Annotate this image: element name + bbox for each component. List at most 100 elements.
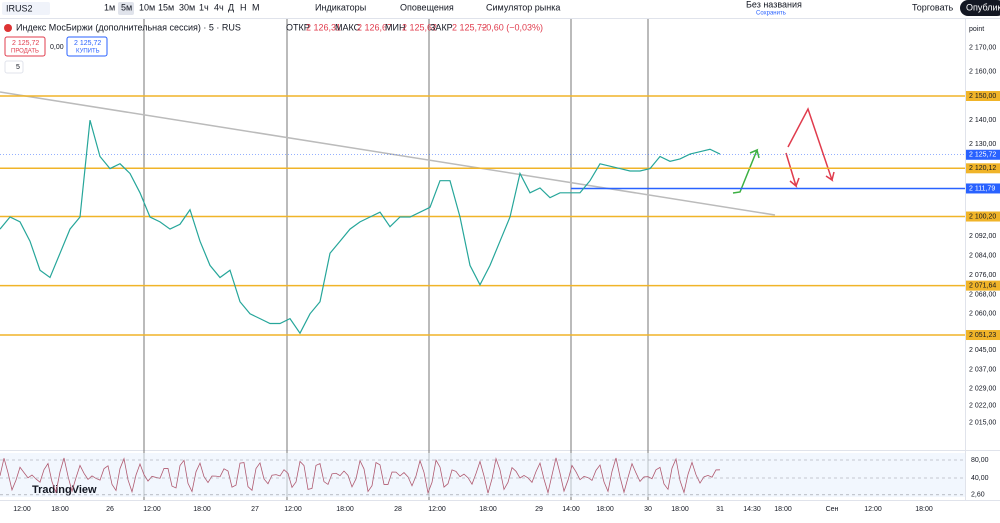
sell[interactable]: ПРОДАТЬ bbox=[11, 49, 39, 55]
time-tick-label: 27 bbox=[251, 506, 259, 513]
price-tick-label: 2 037,00 bbox=[969, 366, 996, 373]
green-arrow[interactable] bbox=[732, 148, 760, 194]
low: 2 125,62 bbox=[402, 22, 437, 32]
level-tag bbox=[966, 163, 1000, 174]
low-label: МИН bbox=[385, 22, 405, 32]
interval[interactable]: 4ч bbox=[214, 2, 224, 12]
time-tick-label: 18:00 bbox=[915, 506, 933, 513]
time-tick-label: 18:00 bbox=[479, 506, 497, 513]
level-tag bbox=[966, 280, 1000, 291]
spread: 0,00 bbox=[50, 44, 64, 51]
current-price-label: 2 125,72 bbox=[969, 152, 996, 159]
symbol-box[interactable] bbox=[2, 2, 50, 15]
flag bbox=[4, 24, 12, 32]
blue-tag bbox=[966, 183, 1000, 194]
price-tick-label: 2 084,00 bbox=[969, 253, 996, 260]
high: 2 126,67 bbox=[357, 22, 392, 32]
alerts[interactable]: Оповещения bbox=[400, 2, 454, 12]
interval-active bbox=[118, 2, 134, 15]
price-tick-label: 2 076,00 bbox=[969, 272, 996, 279]
buy-price[interactable]: 2 125,72 bbox=[74, 40, 101, 47]
time-tick-label: 31 bbox=[716, 506, 724, 513]
layout-name[interactable]: Без названия bbox=[746, 0, 802, 9]
interval[interactable]: Н bbox=[240, 2, 247, 12]
price-tick-label: 2 022,00 bbox=[969, 403, 996, 410]
indicators-toggle[interactable] bbox=[4, 60, 24, 74]
time-tick-label: Сен bbox=[826, 506, 839, 513]
time-tick-label: 18:00 bbox=[51, 506, 69, 513]
price-tick-label: 2 045,00 bbox=[969, 347, 996, 354]
buy-btn[interactable] bbox=[66, 36, 108, 57]
red-arrow-a[interactable] bbox=[787, 107, 835, 182]
interval[interactable]: 10м bbox=[139, 2, 155, 12]
trend-line[interactable] bbox=[0, 91, 776, 216]
interval[interactable]: М bbox=[252, 2, 260, 12]
symbol[interactable]: IRUS2 bbox=[6, 3, 33, 13]
trade[interactable]: Торговать bbox=[912, 2, 954, 12]
osc-tick-label: 40,00 bbox=[971, 475, 989, 482]
time-tick-label: 12:00 bbox=[143, 506, 161, 513]
price-tick-label: 2 140,00 bbox=[969, 117, 996, 124]
sell-price[interactable]: 2 125,72 bbox=[12, 40, 39, 47]
interval[interactable]: 15м bbox=[158, 2, 174, 12]
toolbar-bg bbox=[0, 0, 1000, 18]
publish-btn[interactable] bbox=[960, 0, 1000, 16]
time-tick-label: 12:00 bbox=[284, 506, 302, 513]
interval[interactable]: 1ч bbox=[199, 2, 209, 12]
time-tick-label: 14:00 bbox=[562, 506, 580, 513]
interval[interactable]: 30м bbox=[179, 2, 195, 12]
time-tick-label: 18:00 bbox=[671, 506, 689, 513]
price-tick-label: 2 160,00 bbox=[969, 69, 996, 76]
osc-tick-label: 2,60 bbox=[971, 492, 985, 499]
osc-tick-label: 80,00 bbox=[971, 457, 989, 464]
indicator-count[interactable]: 5 bbox=[16, 64, 20, 71]
buy[interactable]: КУПИТЬ bbox=[76, 49, 100, 55]
time-tick-label: 18:00 bbox=[336, 506, 354, 513]
level-tag bbox=[966, 330, 1000, 341]
oscillator bbox=[0, 457, 721, 495]
time-tick-label: 30 bbox=[644, 506, 652, 513]
current-price-tag bbox=[966, 149, 1000, 160]
interval[interactable]: 1м bbox=[104, 2, 115, 12]
price-tick-label: 2 170,00 bbox=[969, 44, 996, 51]
time-tick-label: 12:00 bbox=[13, 506, 31, 513]
layout-status: Сохранить bbox=[756, 11, 786, 17]
level-label: 2 120,12 bbox=[969, 165, 996, 172]
level-label: 2 071,64 bbox=[969, 282, 996, 289]
open: 2 126,31 bbox=[306, 22, 341, 32]
time-tick-label: 28 bbox=[394, 506, 402, 513]
red-arrow-b[interactable] bbox=[785, 152, 800, 189]
simulator[interactable]: Симулятор рынка bbox=[486, 2, 560, 12]
time-tick-label: 12:00 bbox=[864, 506, 882, 513]
high-label: МАКС bbox=[335, 22, 361, 32]
open-label: ОТКР bbox=[286, 22, 310, 32]
sell-btn[interactable] bbox=[4, 36, 46, 57]
price-line bbox=[0, 120, 721, 335]
interval[interactable]: Д bbox=[228, 2, 234, 12]
time-tick-label: 14:30 bbox=[743, 506, 761, 513]
osc-band bbox=[0, 453, 965, 497]
time-tick-label: 26 bbox=[106, 506, 114, 513]
level-label: 2 150,00 bbox=[969, 93, 996, 100]
level-tag bbox=[966, 91, 1000, 101]
indicators[interactable]: Индикаторы bbox=[315, 2, 366, 12]
time-tick-label: 18:00 bbox=[596, 506, 614, 513]
price-tick-label: 2 092,00 bbox=[969, 233, 996, 240]
interval[interactable]: 5м bbox=[121, 2, 132, 12]
time-tick-label: 12:00 bbox=[428, 506, 446, 513]
publish[interactable]: Опубликовать bbox=[966, 2, 1000, 12]
price-unit: point bbox=[969, 26, 984, 33]
blue-label: 2 111,79 bbox=[969, 185, 995, 192]
legend-title: Индекс МосБиржи (дополнительная сессия) … bbox=[16, 22, 241, 32]
level-tag bbox=[966, 211, 1000, 222]
time-tick-label: 29 bbox=[535, 506, 543, 513]
session-lines bbox=[143, 19, 649, 500]
logo: TradingView bbox=[32, 484, 97, 496]
time-tick-label: 18:00 bbox=[193, 506, 211, 513]
close-label: ЗАКР bbox=[430, 22, 453, 32]
price-tick-label: 2 068,00 bbox=[969, 291, 996, 298]
close: 2 125,72 bbox=[452, 22, 487, 32]
change: −0,60 (−0,03%) bbox=[481, 22, 543, 32]
price-tick-label: 2 015,00 bbox=[969, 420, 996, 427]
